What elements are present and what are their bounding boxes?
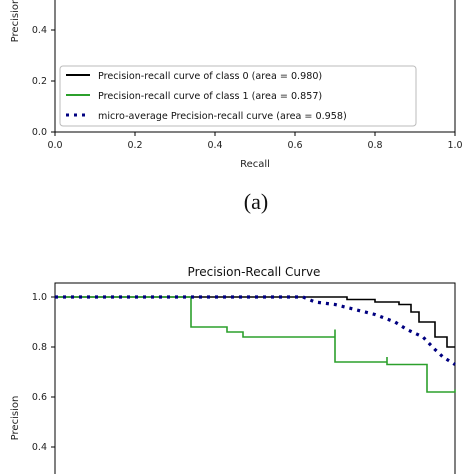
series-line-micro-average [55,295,456,366]
chart-a-xtick-label: 0.2 [127,140,142,151]
chart-a-x-ticks: 0.0 0.2 0.4 0.6 0.8 1.0 [47,132,463,151]
chart-b-series-layer [55,295,456,393]
chart-a: Precision Recall 0.0 0.2 0.4 0.6 0.8 1.0… [10,0,463,170]
chart-b-plot-area [54,282,456,474]
chart-a-xtick-label: 1.0 [447,140,462,151]
chart-a-ylabel: Precision [10,0,21,42]
chart-a-y-ticks: 0.0 0.2 0.4 [32,25,55,138]
chart-a-ytick-label: 0.0 [32,127,47,138]
chart-b-ytick-label: 0.8 [32,342,47,353]
chart-a-xtick-label: 0.0 [47,140,62,151]
chart-b-ytick-label: 1.0 [32,292,47,303]
chart-a-ytick-label: 0.2 [32,76,47,87]
chart-b: Precision-Recall Curve Precision 1.0 0.8… [10,265,456,474]
legend-label-class-0: Precision-recall curve of class 0 (area … [98,71,322,82]
chart-a-xlabel: Recall [240,159,270,170]
chart-a-xtick-label: 0.8 [367,140,382,151]
legend-frame [59,65,417,127]
chart-b-title: Precision-Recall Curve [188,265,321,279]
chart-a-legend: Precision-recall curve of class 0 (area … [59,65,417,127]
series-line-class-0 [55,296,455,348]
chart-a-xtick-label: 0.6 [287,140,302,151]
legend-label-class-1: Precision-recall curve of class 1 (area … [98,91,322,102]
chart-b-y-ticks: 1.0 0.8 0.6 0.4 [32,292,55,453]
chart-b-ytick-label: 0.4 [32,442,47,453]
chart-b-ylabel: Precision [10,396,21,441]
chart-b-ytick-label: 0.6 [32,392,47,403]
chart-a-plot-area [54,0,456,133]
legend-label-micro-average: micro-average Precision-recall curve (ar… [98,111,347,122]
chart-a-ytick-label: 0.4 [32,25,47,36]
figure-caption: (a) [244,189,268,214]
chart-a-xtick-label: 0.4 [207,140,222,151]
series-line-class-1 [55,296,456,393]
